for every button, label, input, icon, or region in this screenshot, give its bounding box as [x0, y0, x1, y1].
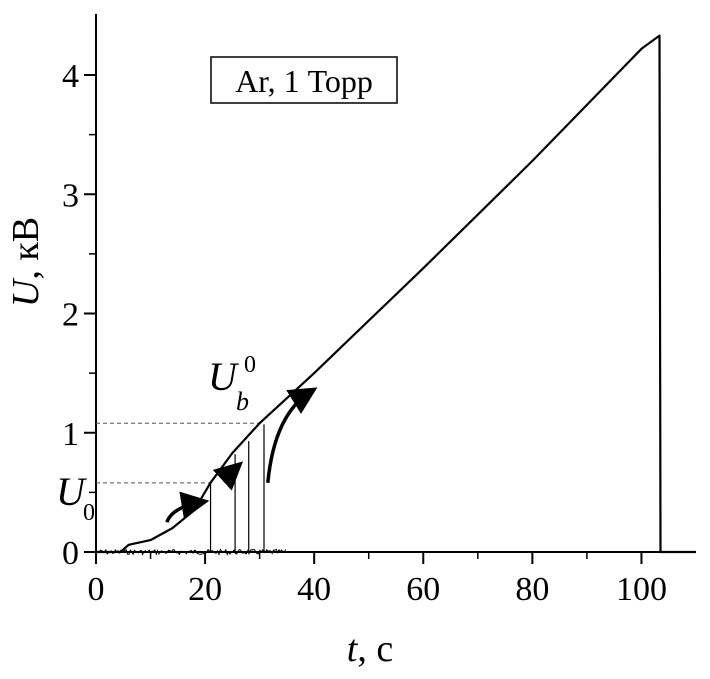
- legend-box: [210, 56, 398, 104]
- ticks: 0 20 40 60 80 100 0 1 2 3 4: [62, 58, 667, 608]
- y-tick-label: 0: [62, 535, 79, 572]
- x-tick-label: 20: [188, 571, 222, 608]
- x-axis-unit: , с: [357, 628, 393, 670]
- annotation-arrow: [212, 461, 243, 491]
- reference-lines: [96, 422, 264, 484]
- y-axis-unit: , кВ: [5, 217, 47, 280]
- ub0-label: U: [208, 354, 240, 399]
- plot-area: [96, 34, 696, 556]
- annotation-arrow: [266, 387, 318, 484]
- y-axis-variable: U: [5, 277, 47, 307]
- u0-label: U: [56, 469, 88, 514]
- x-tick-label: 40: [297, 571, 331, 608]
- legend-text: Ar, 1 Торр: [235, 63, 373, 99]
- y-tick-label: 3: [62, 177, 79, 214]
- y-tick-label: 2: [62, 297, 79, 334]
- y-tick-label: 1: [62, 416, 79, 453]
- y-axis-label: U, кВ: [5, 217, 47, 307]
- annotation-arrows: [165, 387, 318, 523]
- x-tick-label: 100: [616, 571, 667, 608]
- ub0-subscript: b: [236, 387, 249, 416]
- x-tick-label: 80: [515, 571, 549, 608]
- y-tick-label: 4: [62, 58, 79, 95]
- x-axis-label: t, с: [347, 628, 393, 670]
- u0-subscript: 0: [83, 500, 95, 526]
- baseline-noise: [97, 548, 287, 556]
- series-line: [96, 34, 696, 554]
- x-tick-label: 0: [88, 571, 105, 608]
- x-axis-variable: t: [347, 628, 359, 670]
- ub0-superscript: 0: [244, 352, 256, 378]
- annotation-arrow: [165, 491, 210, 523]
- x-tick-label: 60: [406, 571, 440, 608]
